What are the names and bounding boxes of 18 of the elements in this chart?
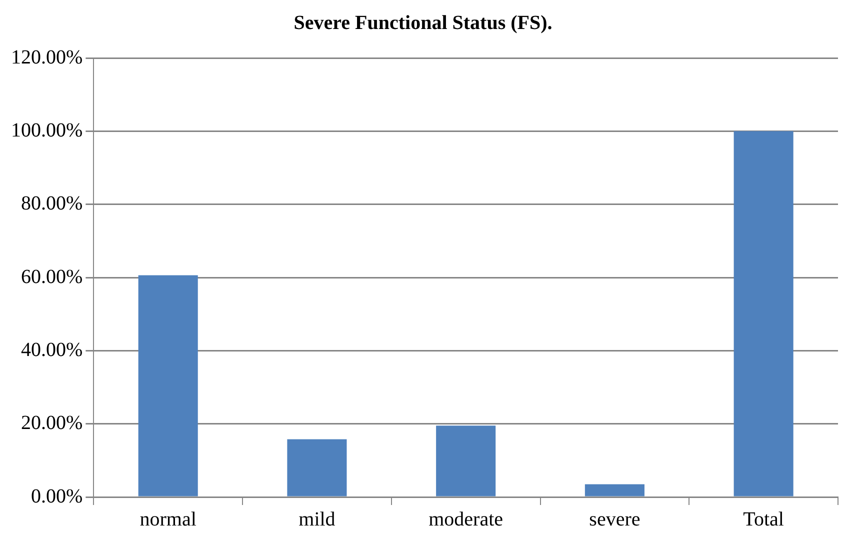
y-tick-label: 0.00% — [30, 485, 83, 508]
bar — [436, 426, 496, 496]
x-tick-label: severe — [589, 508, 640, 530]
bar — [584, 484, 644, 496]
y-tick-label: 20.00% — [20, 412, 83, 434]
bar — [734, 131, 794, 496]
y-tick-label: 60.00% — [20, 266, 83, 288]
x-tick-label: mild — [298, 508, 336, 530]
chart-title: Severe Functional Status (FS). — [294, 12, 552, 34]
bar — [138, 275, 198, 496]
y-tick-label: 120.00% — [10, 46, 83, 68]
x-tick-label: Total — [743, 508, 784, 530]
y-tick-label: 40.00% — [20, 338, 83, 361]
y-tick-label: 80.00% — [20, 192, 83, 215]
x-tick-label: moderate — [428, 508, 504, 530]
x-tick-label: normal — [140, 508, 197, 530]
y-tick-label: 100.00% — [10, 119, 83, 142]
bar — [287, 439, 347, 496]
